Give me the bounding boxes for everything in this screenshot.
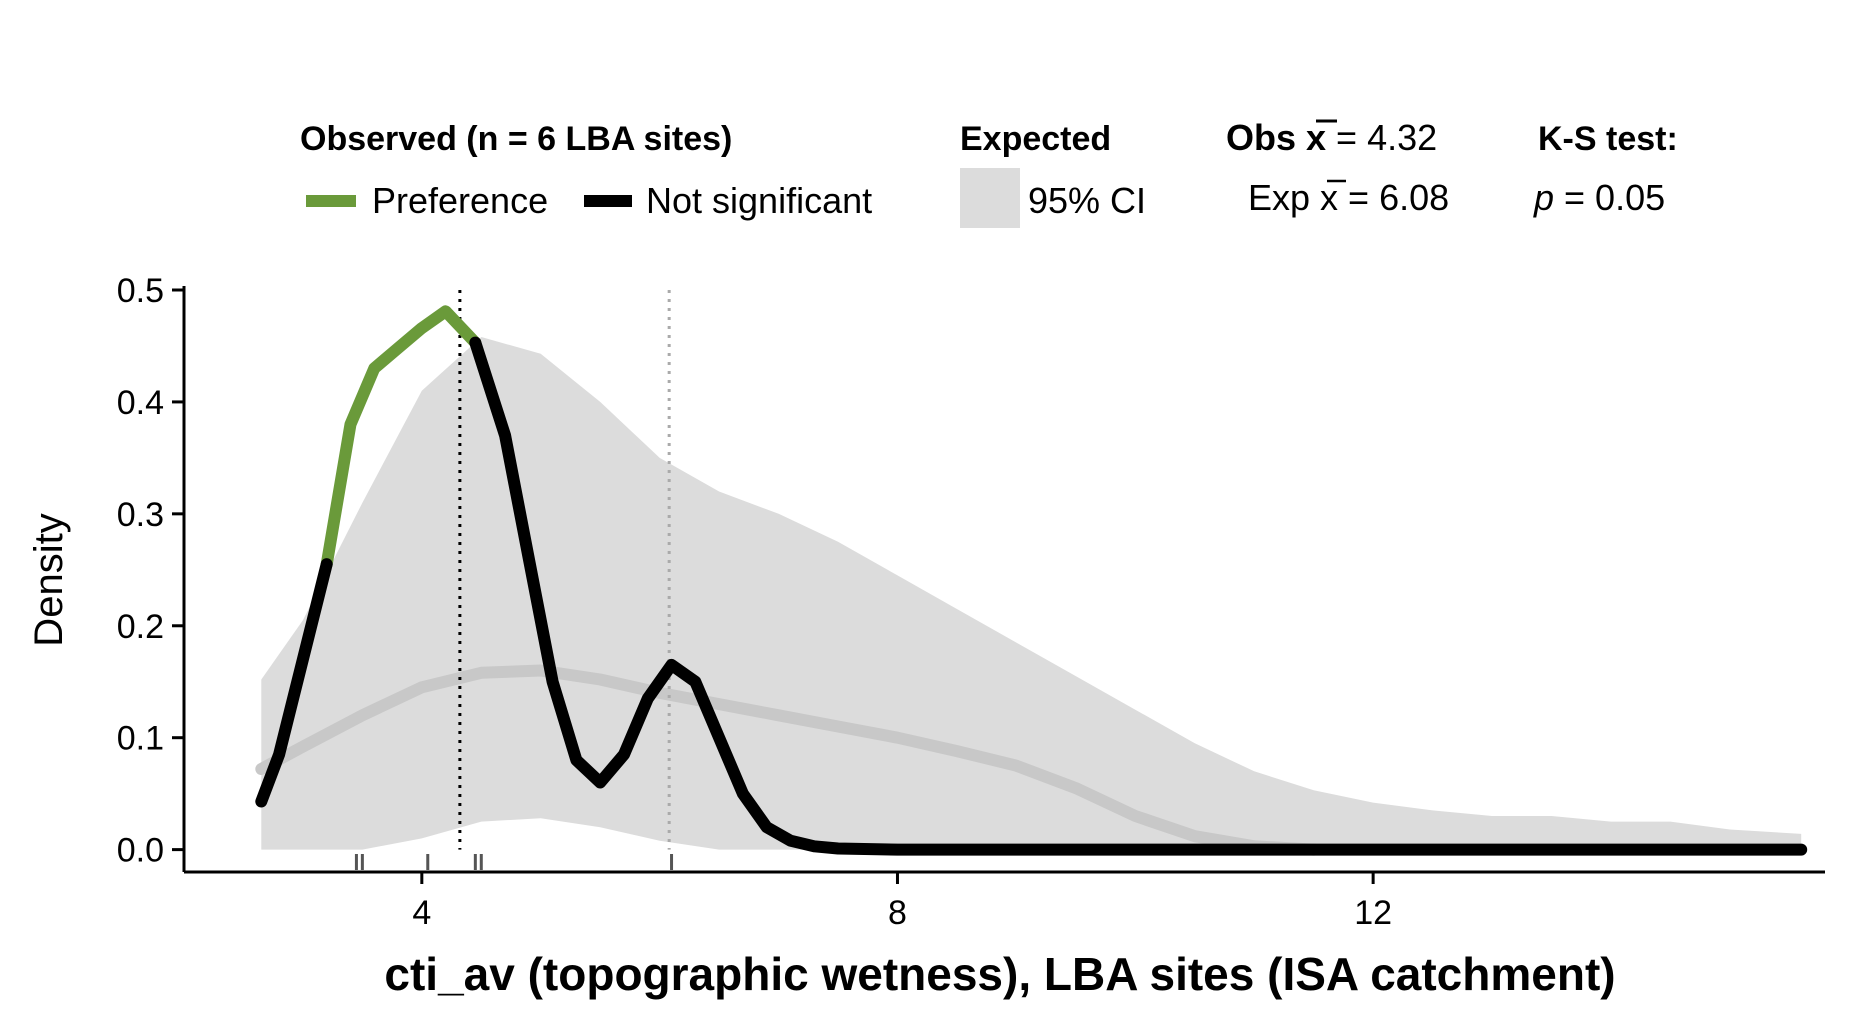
x-tick-label: 4	[412, 894, 431, 932]
legend-preference-label: Preference	[372, 180, 548, 221]
y-tick-label: 0.2	[117, 608, 164, 646]
plot-area	[255, 290, 1808, 870]
legend-ks-title: K-S test:	[1538, 120, 1678, 158]
legend-ks-p: p = 0.05	[1533, 177, 1665, 218]
y-tick-label: 0.3	[117, 496, 164, 534]
y-tick-label: 0.0	[117, 832, 164, 870]
y-axis-title: Density	[27, 513, 71, 646]
y-tick-label: 0.4	[117, 384, 164, 422]
legend-ci-label: 95% CI	[1028, 180, 1146, 221]
legend-ci-swatch	[960, 168, 1020, 228]
legend: Observed (n = 6 LBA sites) Preference No…	[300, 117, 1678, 228]
observed-preference-segment	[320, 305, 482, 571]
observed-not-significant-segment	[255, 558, 333, 808]
y-tick-label: 0.5	[117, 272, 164, 310]
ci-band	[261, 337, 1802, 850]
legend-not-significant-label: Not significant	[646, 180, 872, 221]
x-tick-label: 8	[888, 894, 907, 932]
x-axis-title: cti_av (topographic wetness), LBA sites …	[384, 948, 1615, 1000]
expected-density-line	[255, 664, 1320, 856]
y-tick-label: 0.1	[117, 720, 164, 758]
axes: 0.0 0.1 0.2 0.3 0.4 0.5 4 8 12	[117, 272, 1825, 932]
legend-obs-mean: Obs x = 4.32	[1226, 117, 1437, 158]
legend-expected-title: Expected	[960, 120, 1111, 158]
legend-observed-title: Observed (n = 6 LBA sites)	[300, 120, 732, 158]
x-tick-label: 12	[1354, 894, 1392, 932]
observed-not-significant-segment	[469, 336, 1808, 856]
legend-exp-mean: Exp x = 6.08	[1248, 177, 1449, 218]
